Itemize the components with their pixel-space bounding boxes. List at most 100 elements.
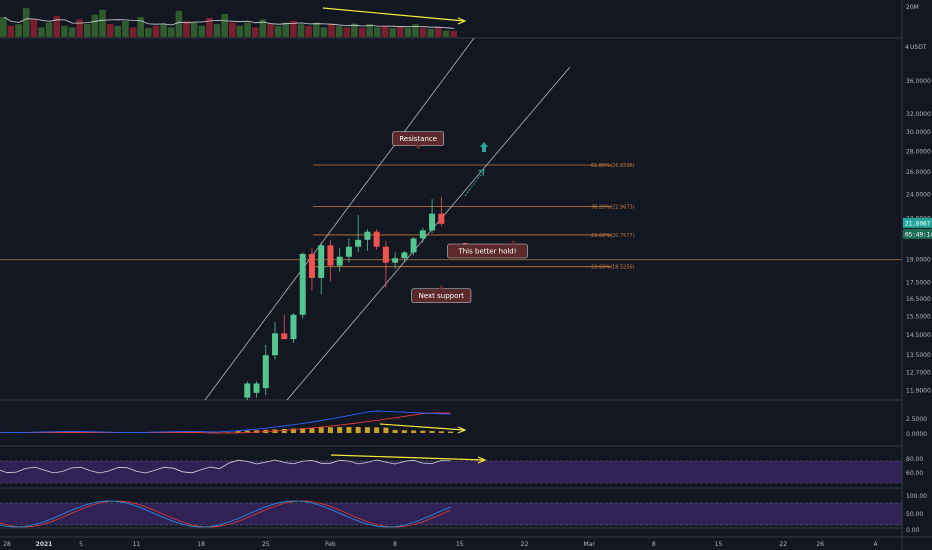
note-pointer (438, 284, 445, 289)
fib-level-label: 23.60%(18.5256) (591, 265, 635, 271)
volume-bar (251, 27, 259, 37)
note-callout: Resistance (392, 131, 445, 150)
macd-histogram-bar (309, 427, 315, 433)
date-tick-label: 15 (715, 541, 723, 548)
date-tick-label: 28 (3, 541, 11, 548)
macd-histogram-bar (300, 428, 306, 433)
macd-histogram-bar (420, 430, 426, 433)
volume-axis-label: 20M (906, 4, 919, 11)
candle-body (429, 213, 436, 231)
candle-body (244, 383, 251, 398)
price-tick-label: 28.0000 (906, 148, 931, 155)
candle-body (410, 238, 417, 253)
volume-bar (259, 19, 267, 37)
macd-line (0, 410, 451, 433)
rsi-tick-label: 80.00 (906, 456, 923, 463)
volume-bar (221, 14, 228, 37)
candle-body (364, 231, 371, 240)
countdown-value: 05:49:14 (905, 231, 932, 238)
up-arrow-stem (482, 147, 486, 152)
rsi-trendline-arrow (477, 456, 487, 464)
candle-body (336, 256, 343, 266)
volume-bar (442, 30, 450, 37)
date-tick-label: 22 (521, 541, 529, 548)
macd-trendline (379, 423, 465, 431)
volume-bar (335, 25, 343, 37)
fib-level-label: 61.80%(26.6596) (591, 163, 635, 169)
volume-bar (91, 14, 99, 37)
volume-bar (160, 24, 167, 37)
candle-body (345, 246, 352, 257)
candle-body (355, 239, 362, 247)
candle-body (392, 258, 399, 263)
stoch-tick-label: 50.00 (906, 511, 923, 518)
rsi-panel[interactable] (0, 454, 902, 484)
volume-bar (274, 25, 282, 37)
price-axis-currency: USDT (910, 44, 927, 51)
macd-trendline-arrow (457, 426, 467, 434)
price-axis-top-label: 4 (905, 44, 909, 51)
fib-level-label: 23.60%(20.7577) (591, 233, 635, 239)
volume-bar (45, 22, 53, 37)
candle-body (401, 252, 408, 259)
volume-bar (229, 22, 236, 37)
candle-body (253, 383, 260, 393)
countdown-tag (903, 228, 932, 239)
volume-bar (38, 27, 45, 37)
volume-bar (68, 27, 76, 37)
price-tick-label: 17.5000 (906, 280, 931, 287)
volume-bar (129, 27, 137, 37)
rsi-trendline (330, 454, 485, 461)
price-tick-label: 11.9000 (906, 387, 931, 394)
candle-body (438, 213, 445, 224)
projection-arrow (477, 169, 485, 177)
rsi-band (0, 461, 902, 483)
volume-bar (30, 19, 38, 37)
price-panel[interactable]: 61.80%(26.6596) 38.20%(22.9673) 23.60%(20.… (0, 37, 902, 529)
macd-panel[interactable] (0, 410, 467, 434)
price-tick-label: 32.0000 (906, 111, 931, 118)
volume-bar (137, 17, 144, 37)
volume-bar (15, 24, 22, 37)
volume-panel[interactable] (0, 7, 467, 38)
stoch-k-line (0, 500, 451, 528)
note-callout: Next support (411, 284, 472, 304)
volume-bar (450, 31, 457, 37)
price-tick-label: 19.0000 (906, 257, 931, 264)
volume-bar (328, 24, 335, 37)
volume-bar (374, 27, 381, 37)
price-axis[interactable]: 20M 4 USDT 36.0000 32.0000 30.0000 28.0000 26.0… (901, 0, 932, 550)
macd-histogram-bar (411, 430, 417, 433)
volume-bar (22, 8, 30, 37)
up-arrow-icon (480, 142, 488, 147)
macd-histogram-bar (374, 427, 380, 433)
date-tick-label: 25 (262, 541, 270, 548)
volume-bar (320, 27, 328, 37)
price-tick-label: 14.5000 (906, 332, 931, 339)
volume-bar (190, 22, 198, 37)
candle-body (290, 314, 297, 340)
macd-histogram-bar (290, 428, 296, 433)
volume-bar (175, 10, 183, 38)
volume-bar (427, 29, 435, 37)
projection-line (464, 171, 484, 197)
price-tick-label: 30.0000 (906, 129, 931, 136)
last-price-tag (903, 217, 932, 228)
stoch-panel[interactable] (0, 500, 902, 528)
volume-bar (366, 24, 373, 37)
note-text: Next support (419, 292, 465, 300)
date-tick-label: 2021 (36, 541, 53, 548)
last-price-value: 21.6067 (905, 220, 931, 227)
date-axis[interactable]: 28 2021 5 11 18 25 Feb 8 15 22 Mar 8 15 22 26 A (0, 536, 932, 548)
macd-histogram-bar (327, 427, 333, 433)
volume-bar (244, 22, 251, 37)
macd-histogram-bar (337, 427, 343, 433)
candle-body (262, 355, 269, 389)
volume-trendline-arrow (457, 17, 467, 25)
volume-bar (297, 24, 305, 37)
note-callout: This better hold! (447, 239, 528, 259)
candle-body (281, 333, 288, 340)
volume-bar (0, 17, 7, 37)
channel-lower-line (286, 66, 571, 401)
